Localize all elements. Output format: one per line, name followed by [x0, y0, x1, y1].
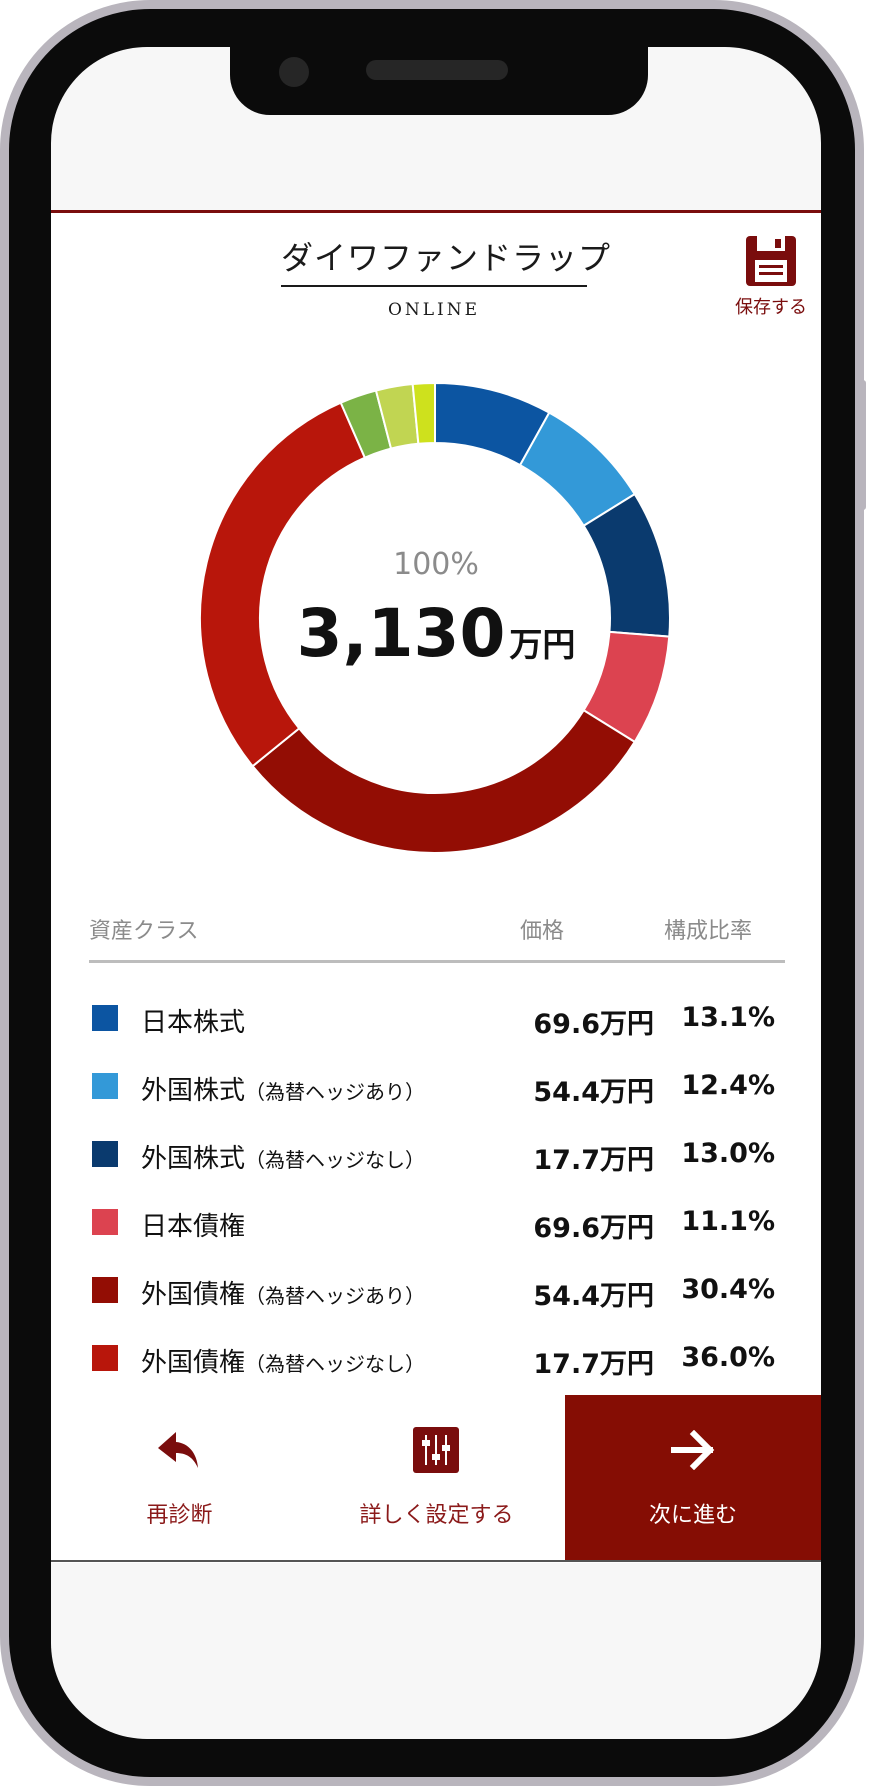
floppy-disk-icon [746, 236, 796, 286]
phone-notch [230, 47, 648, 115]
asset-name: 外国株式（為替ヘッジあり） [141, 1076, 426, 1106]
asset-ratio: 13.0% [681, 1138, 775, 1169]
table-row: 外国株式（為替ヘッジあり） 54.4万円 12.4% [89, 1066, 785, 1108]
total-amount-unit: 万円 [509, 625, 576, 664]
save-button[interactable]: 保存する [725, 235, 817, 319]
table-row: 外国債権（為替ヘッジなし） 17.7万円 36.0% [89, 1338, 785, 1380]
asset-ratio: 30.4% [681, 1274, 775, 1305]
header-asset-class: 資産クラス [89, 919, 199, 944]
table-row: 日本債権 69.6万円 11.1% [89, 1202, 785, 1244]
bottom-action-bar: 再診断 詳しく設定する 次に進む [51, 1395, 821, 1562]
donut-segment [251, 708, 637, 853]
color-swatch [92, 1005, 118, 1031]
rediagnose-button[interactable]: 再診断 [51, 1395, 308, 1560]
asset-name: 外国株式（為替ヘッジなし） [141, 1144, 426, 1174]
asset-name: 外国債権（為替ヘッジなし） [141, 1348, 426, 1378]
asset-name: 日本株式 [141, 1008, 246, 1038]
front-camera [279, 57, 309, 87]
total-amount-value: 3,130 [296, 595, 506, 672]
color-swatch [92, 1345, 118, 1371]
asset-ratio: 11.1% [681, 1206, 775, 1237]
header-price: 価格 [520, 919, 565, 944]
donut-segment [200, 401, 367, 768]
asset-price: 69.6万円 [533, 1009, 654, 1040]
asset-ratio: 13.1% [681, 1002, 775, 1033]
asset-price: 17.7万円 [533, 1349, 654, 1380]
app-screen: ダイワファンドラップ ONLINE 保存する 100% 3,130 万円 資産クラ… [51, 210, 821, 1563]
asset-price: 54.4万円 [533, 1077, 654, 1108]
reply-arrow-icon [158, 1432, 198, 1468]
logo-title: ダイワファンドラップ [281, 233, 610, 287]
logo-subtitle: ONLINE [387, 300, 481, 320]
color-swatch [92, 1277, 118, 1303]
earpiece-speaker [366, 60, 508, 80]
color-swatch [92, 1209, 118, 1235]
asset-ratio: 12.4% [681, 1070, 775, 1101]
arrow-right-icon [671, 1430, 715, 1470]
detailed-settings-button[interactable]: 詳しく設定する [308, 1395, 565, 1560]
asset-price: 69.6万円 [533, 1213, 654, 1244]
next-button[interactable]: 次に進む [565, 1395, 821, 1560]
total-amount: 3,130 万円 [266, 595, 606, 672]
next-label: 次に進む [648, 1503, 737, 1528]
asset-name: 外国債権（為替ヘッジあり） [141, 1280, 426, 1310]
sliders-icon [413, 1427, 459, 1473]
save-label: 保存する [735, 297, 807, 318]
rediagnose-label: 再診断 [146, 1503, 213, 1528]
table-header: 資産クラス 価格 構成比率 [89, 913, 785, 963]
allocation-donut-chart [200, 383, 670, 853]
asset-ratio: 36.0% [681, 1342, 775, 1373]
asset-price: 17.7万円 [533, 1145, 654, 1176]
header-ratio: 構成比率 [664, 919, 753, 944]
total-percent: 100% [393, 547, 479, 582]
color-swatch [92, 1073, 118, 1099]
detailed-settings-label: 詳しく設定する [359, 1503, 514, 1528]
asset-name: 日本債権 [141, 1212, 246, 1242]
table-row: 外国株式（為替ヘッジなし） 17.7万円 13.0% [89, 1134, 785, 1176]
color-swatch [92, 1141, 118, 1167]
brand-logo: ダイワファンドラップ ONLINE [281, 233, 610, 320]
donut-segment [411, 383, 436, 445]
table-row: 日本株式 69.6万円 13.1% [89, 998, 785, 1040]
asset-price: 54.4万円 [533, 1281, 654, 1312]
table-row: 外国債権（為替ヘッジあり） 54.4万円 30.4% [89, 1270, 785, 1312]
